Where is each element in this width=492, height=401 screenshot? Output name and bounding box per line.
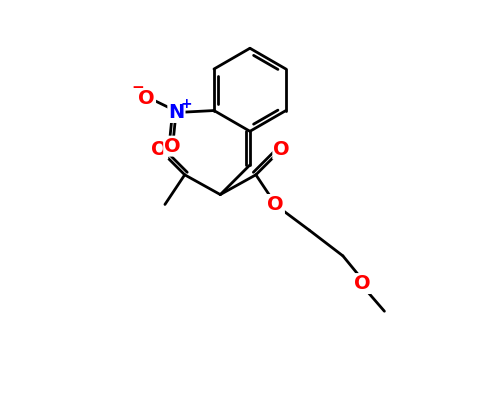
Text: O: O (151, 140, 167, 158)
Text: +: + (181, 97, 192, 111)
Text: O: O (267, 195, 284, 214)
Text: O: O (138, 89, 155, 108)
Text: O: O (164, 137, 181, 156)
Text: O: O (354, 274, 371, 293)
Text: −: − (132, 80, 145, 95)
Text: N: N (168, 103, 184, 122)
Text: O: O (273, 140, 290, 158)
